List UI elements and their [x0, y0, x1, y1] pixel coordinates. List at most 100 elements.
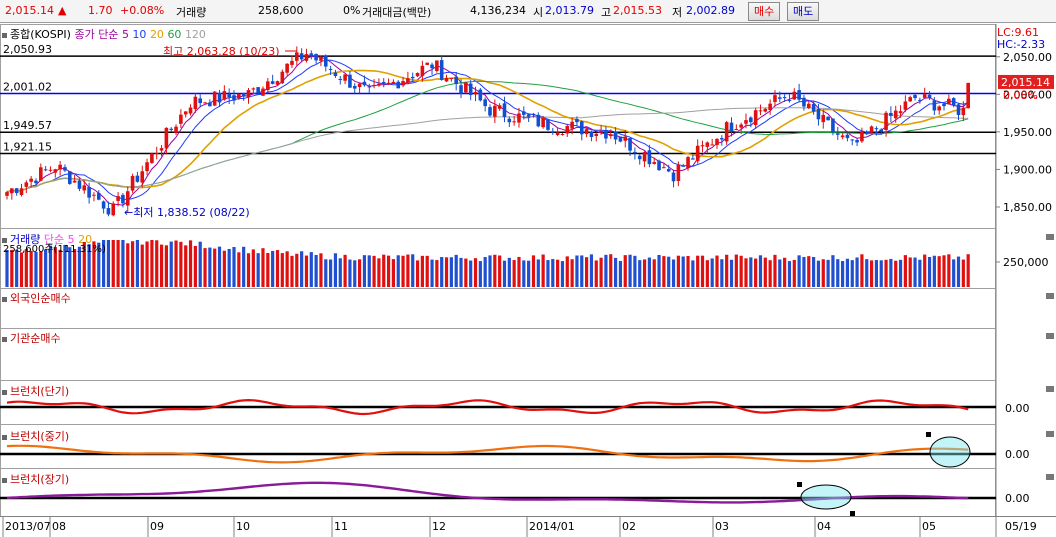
candle-body	[130, 175, 135, 191]
volume-bar	[734, 254, 738, 287]
volume-bar	[816, 260, 821, 287]
volume-bar	[24, 249, 28, 287]
volume-bar	[749, 257, 753, 287]
candle-body	[343, 74, 347, 81]
volume-bar	[715, 255, 719, 287]
volume-bar	[159, 244, 164, 287]
volume-bar	[845, 258, 850, 287]
candle-body	[48, 169, 53, 171]
panel-scroll-button[interactable]	[1046, 474, 1054, 480]
candle-body	[381, 81, 386, 84]
ma-line	[6, 59, 969, 201]
volume-bar	[473, 258, 478, 287]
indicator-lines	[0, 398, 996, 504]
candle-body	[594, 133, 599, 137]
volume-bar	[227, 248, 231, 287]
x-tick-label: 08	[52, 520, 66, 533]
volume-bar	[840, 261, 845, 287]
candle-body	[773, 95, 777, 103]
ma-line	[6, 107, 969, 193]
candle-body	[662, 167, 666, 169]
candle-body	[246, 90, 251, 98]
sell-button[interactable]: 매도	[787, 2, 820, 21]
panel-scroll-button[interactable]	[1046, 431, 1054, 437]
candle-body	[10, 188, 14, 194]
candle-body	[802, 97, 806, 107]
volume-bar	[34, 251, 38, 287]
volume-bar	[647, 257, 651, 287]
candle-body	[512, 121, 516, 123]
volume-bar	[314, 254, 318, 287]
volume-bar	[430, 259, 434, 287]
candle-body	[778, 97, 782, 99]
volume-bar	[807, 256, 811, 287]
foreign-net-title: 외국인순매수	[2, 290, 71, 306]
volume-bar	[623, 255, 627, 287]
volume-bar	[594, 260, 598, 287]
volume-bar	[338, 258, 342, 287]
volume-bar	[657, 254, 661, 287]
candle-body	[681, 165, 685, 167]
volume-bar	[855, 257, 859, 287]
panel-scroll-button[interactable]	[1046, 293, 1054, 299]
volume-bar	[396, 255, 400, 287]
panel-square-icon	[2, 477, 7, 483]
volume-bar	[116, 240, 120, 287]
volume-bar	[937, 256, 941, 287]
candle-body	[140, 171, 145, 183]
candle-body	[295, 52, 299, 61]
volume-bar	[802, 256, 806, 287]
panel-scroll-button[interactable]	[1046, 333, 1054, 339]
volume-bar	[720, 259, 724, 287]
candle-body	[507, 118, 512, 123]
volume-bar	[29, 250, 33, 287]
candle-body	[454, 76, 458, 85]
ma-line	[6, 69, 969, 193]
volume-bar	[575, 255, 579, 287]
candle-body	[599, 130, 603, 133]
candle-body	[406, 78, 410, 83]
candle-body	[691, 158, 695, 160]
volume-title: 거래량	[10, 233, 41, 246]
candle-body	[348, 74, 352, 88]
volume-bar	[498, 255, 502, 287]
candle-body	[121, 194, 125, 204]
volume-bar	[956, 256, 961, 287]
index-title: 종합(KOSPI)	[10, 28, 71, 41]
candle-body	[749, 117, 753, 123]
volume-bar	[121, 240, 125, 287]
candle-body	[637, 155, 642, 160]
volume-bar	[821, 259, 825, 287]
volume-bar	[401, 255, 405, 287]
volume-label: 거래량	[176, 6, 207, 19]
candle-body	[927, 94, 932, 99]
y-tick-label: 1,950.00	[1003, 126, 1052, 139]
candle-body	[159, 148, 164, 151]
candle-body	[328, 68, 333, 70]
candle-body	[831, 118, 835, 133]
volume-bar	[560, 261, 565, 287]
volume-bar	[512, 260, 516, 287]
volume-bar	[652, 259, 656, 287]
volume-bar	[739, 255, 743, 287]
candle-body	[101, 201, 106, 209]
volume-bar	[903, 255, 907, 287]
x-tick-label: 2014/01	[529, 520, 575, 533]
candle-body	[753, 110, 758, 125]
volume-bar	[411, 254, 415, 287]
candle-body	[942, 103, 946, 107]
oscillator-line	[6, 398, 969, 416]
volume-bar	[169, 241, 173, 287]
brunch-short-label: 브런치(단기)	[10, 385, 70, 398]
candlesticks	[5, 46, 970, 217]
x-tick-label: 09	[150, 520, 164, 533]
candle-body	[299, 53, 304, 60]
panel-scroll-button[interactable]	[1046, 386, 1054, 392]
candle-body	[401, 81, 405, 86]
brunch-short-zero: 0.00	[1005, 402, 1030, 415]
buy-button[interactable]: 매수	[748, 2, 781, 21]
panel-scroll-button[interactable]	[1046, 234, 1054, 240]
candle-body	[319, 56, 323, 61]
